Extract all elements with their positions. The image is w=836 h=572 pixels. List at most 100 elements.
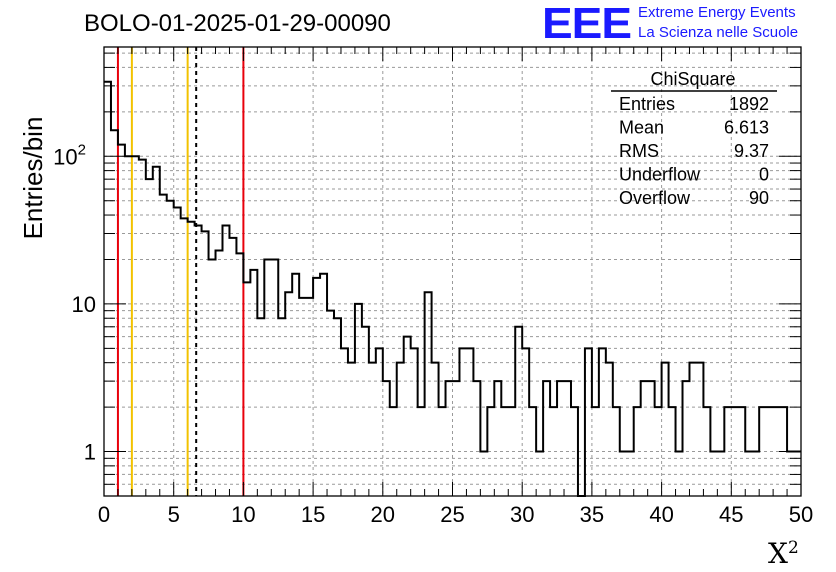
histogram-bin — [271, 259, 278, 496]
histogram-bin — [111, 130, 118, 496]
stats-label: Overflow — [619, 188, 691, 208]
histogram-bin — [257, 318, 264, 496]
histogram-bin — [571, 407, 578, 496]
stats-label: Mean — [619, 118, 664, 138]
histogram-bin — [592, 407, 599, 496]
x-tick-label: 50 — [789, 502, 813, 527]
x-tick-label: 45 — [719, 502, 743, 527]
histogram-bin — [689, 363, 696, 496]
histogram-bin — [146, 179, 153, 496]
histogram-bin — [376, 348, 383, 496]
histogram-bin — [550, 407, 557, 496]
x-tick-label: 15 — [301, 502, 325, 527]
histogram-bin — [132, 156, 139, 496]
histogram-bin — [487, 407, 494, 496]
histogram-bin — [209, 259, 216, 496]
histogram-bin — [174, 207, 181, 496]
stats-box: ChiSquare Entries 1892 Mean 6.613 RMS 9.37 Und… — [611, 69, 777, 208]
histogram-bin — [390, 407, 397, 496]
stats-value: 90 — [749, 188, 769, 208]
stats-value: 1892 — [729, 94, 769, 114]
histogram-bin — [139, 160, 146, 496]
histogram-bin — [634, 407, 641, 496]
histogram-bin — [543, 381, 550, 496]
x-tick-label: 0 — [98, 502, 110, 527]
y-tick-label: 102 — [53, 141, 86, 169]
histogram-bin — [494, 381, 501, 496]
histogram-bin — [515, 327, 522, 496]
histogram-bin — [195, 225, 202, 496]
histogram-bin — [662, 363, 669, 496]
y-tick-labels: 1 10 102 — [53, 141, 96, 464]
histogram-bin — [759, 407, 766, 496]
histogram-bin — [188, 222, 195, 496]
histogram-bin — [745, 452, 752, 496]
x-tick-label: 30 — [510, 502, 534, 527]
histogram-bin — [202, 231, 209, 496]
histogram-bin — [404, 337, 411, 496]
x-tick-label: 5 — [168, 502, 180, 527]
histogram-bin — [641, 381, 648, 496]
histogram-bin — [480, 452, 487, 496]
histogram-bin — [627, 452, 634, 496]
histogram-bin — [369, 363, 376, 496]
histogram-bin — [341, 348, 348, 496]
grid-lines — [104, 47, 801, 497]
histogram-bin — [522, 348, 529, 496]
histogram-line — [104, 80, 801, 497]
histogram-bin — [104, 82, 111, 496]
histogram-bin — [738, 407, 745, 496]
histogram-bin — [153, 167, 160, 496]
stats-label: RMS — [619, 141, 659, 161]
histogram-bin — [620, 452, 627, 496]
histogram-bin — [299, 298, 306, 496]
x-tick-label: 20 — [371, 502, 395, 527]
histogram-bin — [508, 407, 515, 496]
histogram-bin — [236, 253, 243, 496]
histogram-bin — [167, 201, 174, 496]
histogram-bin — [585, 348, 592, 496]
histogram-bin — [696, 363, 703, 496]
histogram-bin — [606, 363, 613, 496]
logo-line-2: La Scienza nelle Scuole — [638, 24, 799, 41]
histogram-bin — [655, 407, 662, 496]
histogram-bin — [292, 274, 299, 496]
y-tick-label: 1 — [84, 440, 96, 465]
histogram-bin — [285, 292, 292, 496]
histogram-bin — [181, 218, 188, 496]
histogram-bin — [411, 348, 418, 496]
histogram-bin — [313, 278, 320, 496]
histogram-bin — [710, 452, 717, 496]
x-tick-label: 25 — [440, 502, 464, 527]
histogram-bin — [613, 407, 620, 496]
histogram-bin — [473, 381, 480, 496]
histogram-bin — [724, 407, 731, 496]
histogram-bin — [362, 327, 369, 496]
histogram-bin — [683, 381, 690, 496]
histogram-bin — [355, 304, 362, 496]
histogram-bin — [229, 238, 236, 496]
histogram-bin — [529, 407, 536, 496]
histogram-bin — [264, 259, 271, 496]
histogram-bin — [669, 407, 676, 496]
histogram-bin — [425, 292, 432, 496]
stats-value: 0 — [759, 165, 769, 185]
run-title: BOLO-01-2025-01-29-00090 — [84, 10, 391, 37]
stats-value: 6.613 — [724, 118, 769, 138]
histogram-bin — [459, 348, 466, 496]
stats-value: 9.37 — [734, 141, 769, 161]
histogram-bin — [222, 225, 229, 496]
histogram-bin — [676, 452, 683, 496]
stats-title: ChiSquare — [650, 69, 735, 89]
histogram-bin — [250, 270, 257, 496]
histogram-bin — [160, 195, 167, 496]
histogram — [104, 80, 801, 497]
histogram-bin — [125, 156, 132, 496]
histogram-bin — [334, 318, 341, 496]
histogram-bin — [703, 407, 710, 496]
histogram-bin — [383, 381, 390, 496]
histogram-bin — [648, 381, 655, 496]
histogram-bin — [216, 251, 223, 496]
y-axis-label: Entries/bin — [18, 117, 48, 240]
x-tick-label: 10 — [231, 502, 255, 527]
